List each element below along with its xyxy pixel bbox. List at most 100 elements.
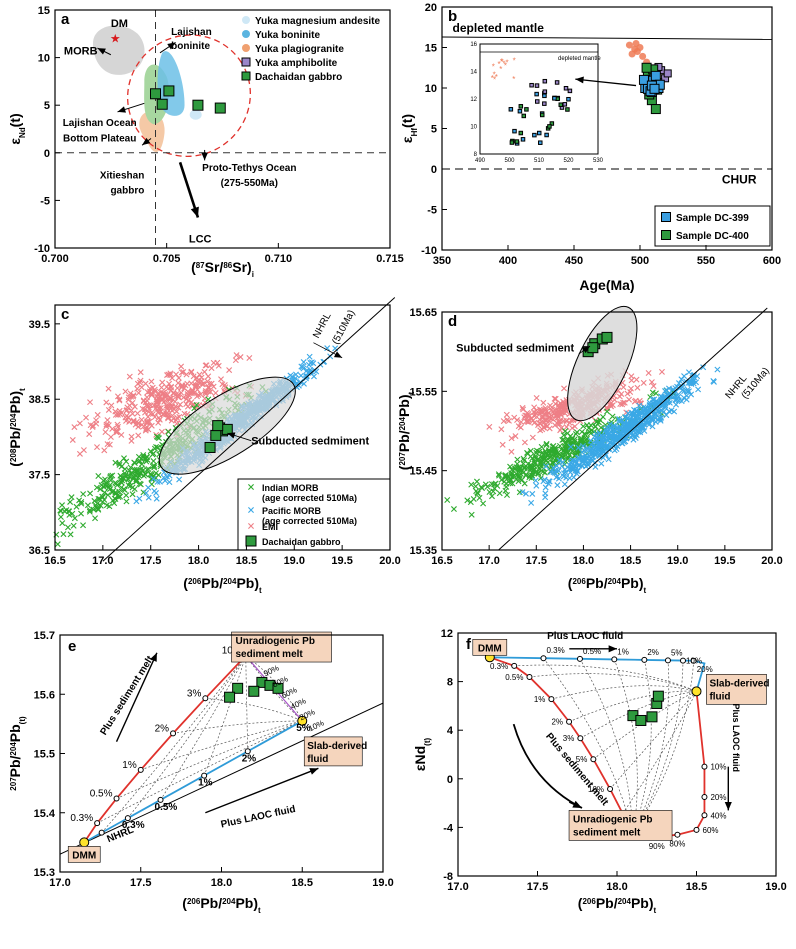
data-point (150, 88, 161, 100)
mix-curve (127, 655, 247, 819)
data-point (508, 448, 515, 455)
y-tick-label: -8 (443, 871, 453, 883)
data-point (510, 473, 517, 480)
y-tick-label: 15.45 (409, 466, 437, 478)
data-point (126, 467, 133, 474)
data-point (464, 497, 471, 504)
mix-label: 10% (710, 763, 726, 772)
inset-point (552, 96, 557, 101)
data-point (650, 104, 661, 115)
data-point (551, 410, 557, 417)
data-point (602, 430, 609, 437)
data-point (602, 421, 609, 428)
x-tick-label: 19.0 (765, 881, 786, 893)
mix-label: 60% (703, 826, 719, 835)
data-point (630, 416, 637, 423)
x-tick-label: 19.5 (331, 555, 352, 567)
data-point (617, 417, 624, 424)
data-point (619, 433, 626, 440)
data-point (580, 423, 587, 430)
data-point (652, 690, 664, 702)
data-point (553, 462, 560, 469)
data-point (502, 487, 509, 494)
data-point (176, 476, 183, 483)
data-point (124, 472, 131, 479)
arrow-head (575, 76, 584, 84)
data-point (624, 390, 631, 397)
data-point (123, 458, 130, 465)
mix-node (548, 696, 555, 703)
data-point (248, 685, 260, 697)
annotation: fluid (307, 754, 328, 765)
annotation: boninite (171, 41, 210, 52)
data-point (626, 426, 633, 433)
data-point (507, 463, 514, 470)
data-point (583, 454, 590, 461)
data-point (618, 429, 625, 436)
annotation: Plus LAOC fluid (547, 631, 623, 642)
data-point (575, 444, 582, 451)
x-tick-label: 17.0 (49, 877, 70, 889)
data-point (226, 367, 233, 374)
data-point (625, 410, 632, 417)
x-axis-label: Age(Ma) (579, 277, 634, 293)
y-tick-label: 0 (447, 774, 453, 786)
data-point (134, 410, 141, 417)
data-point (587, 449, 594, 456)
data-point (565, 436, 572, 443)
inset-point: * (498, 60, 501, 69)
data-point (505, 417, 512, 424)
fluid-curve (489, 656, 706, 692)
data-point (109, 489, 116, 496)
data-point (543, 423, 550, 429)
data-point (153, 489, 160, 496)
panel-letter: a (61, 11, 70, 28)
inset-point (534, 83, 540, 88)
mix-curve (172, 720, 303, 734)
mix-label: 3% (187, 688, 202, 699)
data-point (620, 384, 627, 391)
data-point (575, 454, 582, 461)
data-point (61, 508, 68, 515)
inset-point (549, 121, 555, 126)
inset-point (563, 85, 569, 91)
data-point (641, 62, 652, 73)
arrow-head (227, 432, 236, 439)
legend-marker (245, 535, 257, 547)
data-point (60, 531, 67, 538)
data-point (191, 405, 198, 412)
legend-label: Dachaidan gabbro (255, 72, 342, 83)
callout-box (706, 674, 767, 705)
inset-point (544, 132, 549, 138)
data-point (555, 467, 562, 474)
mix-label: 0.5% (583, 647, 601, 656)
data-point (83, 414, 89, 421)
legend-marker (241, 71, 251, 81)
data-point (116, 461, 123, 468)
data-point (498, 426, 505, 433)
callout-box (231, 631, 332, 663)
data-point (640, 379, 647, 386)
data-point (171, 406, 178, 413)
data-point (69, 436, 76, 443)
mix-curve (632, 660, 684, 835)
arrow-line (575, 78, 637, 87)
data-point (551, 422, 558, 429)
y-tick-label: 15.65 (409, 307, 437, 319)
x-tick-label: 17.0 (92, 555, 113, 567)
data-point (523, 418, 530, 425)
data-point (556, 418, 563, 425)
x-tick-label: 17.5 (526, 555, 547, 567)
arrow-head (117, 106, 126, 113)
mix-node (170, 730, 177, 737)
y-axis-label: 207Pb/204Pb(t) (7, 716, 27, 791)
data-point (686, 388, 692, 395)
data-point (524, 409, 531, 416)
arrow-head (333, 351, 343, 358)
x-tick-label: 450 (565, 255, 583, 267)
mix-curve (579, 658, 634, 835)
data-point (649, 83, 660, 94)
data-point (636, 397, 643, 404)
data-point (134, 385, 141, 392)
data-point (248, 523, 254, 529)
